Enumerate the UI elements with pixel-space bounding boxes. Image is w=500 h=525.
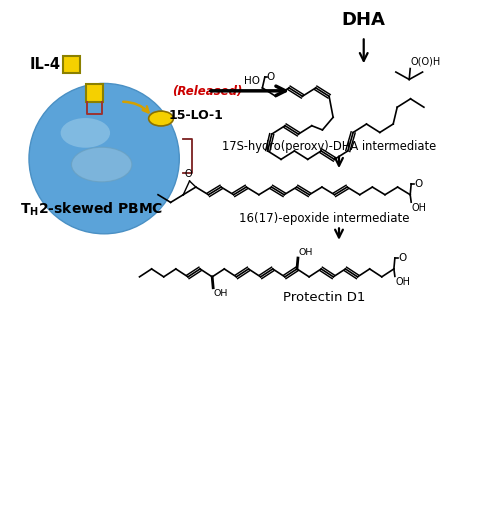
Text: O: O (414, 179, 422, 189)
FancyBboxPatch shape (63, 56, 80, 73)
Text: (Released): (Released) (172, 86, 242, 98)
Text: T$_{\mathbf{H}}$2-skewed PBMC: T$_{\mathbf{H}}$2-skewed PBMC (20, 201, 164, 218)
Text: O(O)H: O(O)H (410, 57, 441, 67)
FancyBboxPatch shape (86, 85, 103, 102)
Text: IL-4: IL-4 (30, 57, 61, 72)
Text: 17S-hydro(peroxy)-DHA intermediate: 17S-hydro(peroxy)-DHA intermediate (222, 140, 436, 153)
Text: OH: OH (396, 277, 410, 287)
Text: O: O (398, 253, 406, 263)
Text: OH: OH (412, 203, 426, 213)
Text: 15-LO-1: 15-LO-1 (168, 109, 224, 122)
Ellipse shape (72, 147, 132, 182)
Ellipse shape (148, 111, 174, 126)
Text: O: O (185, 169, 192, 179)
Text: OH: OH (298, 248, 313, 257)
Text: Protectin D1: Protectin D1 (283, 291, 366, 303)
Text: O: O (266, 72, 274, 82)
Ellipse shape (60, 118, 110, 148)
Text: HO: HO (244, 76, 260, 86)
Text: 16(17)-epoxide intermediate: 16(17)-epoxide intermediate (239, 212, 410, 225)
Text: OH: OH (214, 289, 228, 298)
Circle shape (29, 83, 180, 234)
Text: DHA: DHA (342, 11, 386, 29)
